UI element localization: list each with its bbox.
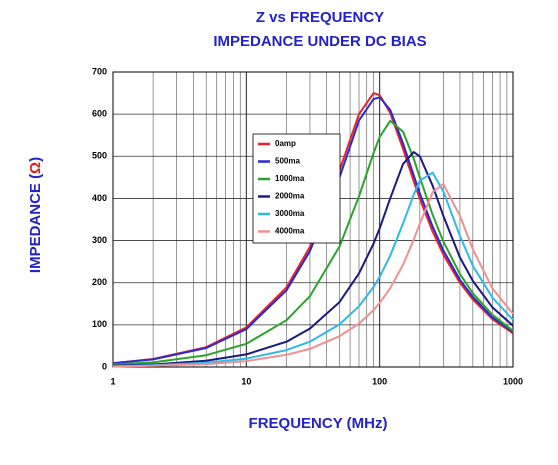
y-tick-label: 400 — [92, 193, 107, 203]
y-tick-label: 100 — [92, 319, 107, 329]
legend-label: 2000ma — [275, 192, 305, 201]
y-tick-label: 300 — [92, 235, 107, 245]
plot-frame — [112, 71, 514, 368]
y-axis-label-close: ) — [27, 157, 44, 162]
chart-title: Z vs FREQUENCY — [256, 9, 384, 26]
legend-label: 4000ma — [275, 227, 305, 236]
x-axis-label: FREQUENCY (MHz) — [249, 415, 388, 432]
y-tick-label: 600 — [92, 109, 107, 119]
series-line — [112, 151, 514, 367]
chart-subtitle: IMPEDANCE UNDER DC BIAS — [213, 33, 426, 50]
x-tick-label: 100 — [372, 376, 387, 386]
x-tick-label: 10 — [241, 376, 251, 386]
legend-box — [252, 133, 341, 244]
y-tick-label: 0 — [102, 361, 107, 371]
legend-label: 500ma — [275, 157, 300, 166]
x-tick-label: 1000 — [503, 376, 523, 386]
x-tick-label: 1 — [110, 376, 115, 386]
series-line — [112, 119, 514, 366]
y-tick-label: 200 — [92, 277, 107, 287]
y-axis-label: IMPEDANCE (Ω) — [27, 157, 44, 273]
y-tick-label: 700 — [92, 66, 107, 76]
y-axis-label-unit: Ω — [27, 162, 44, 174]
series-line — [112, 171, 514, 368]
y-axis-label-text: IMPEDANCE ( — [27, 174, 44, 273]
series-line — [112, 183, 514, 368]
y-tick-label: 500 — [92, 151, 107, 161]
legend-label: 1000ma — [275, 174, 305, 183]
legend-label: 3000ma — [275, 209, 305, 218]
legend-label: 0amp — [275, 139, 296, 148]
series-line — [112, 96, 514, 365]
legend: 0amp 500ma 1000ma 2000ma 3000ma 4000ma — [252, 133, 341, 244]
